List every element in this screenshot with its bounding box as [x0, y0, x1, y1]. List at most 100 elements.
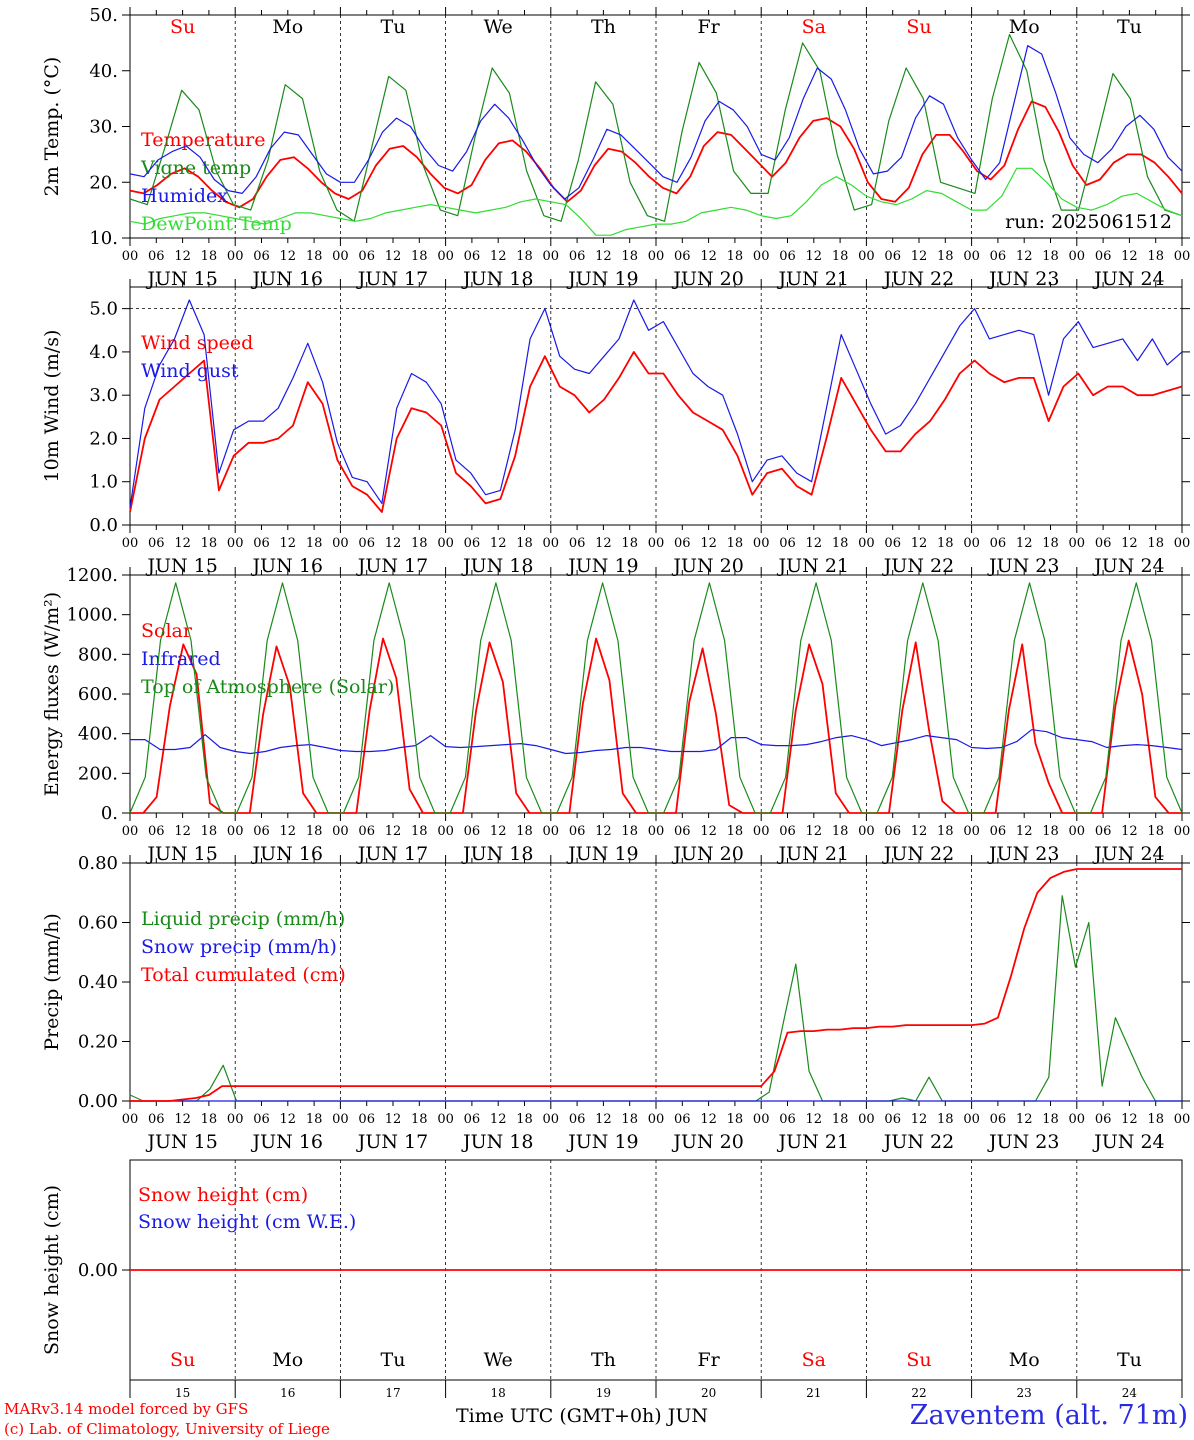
hour-tick-label: 00: [858, 536, 875, 551]
date-label: JUN 24: [1092, 1131, 1164, 1153]
date-label: JUN 17: [356, 555, 428, 577]
hour-tick-label: 00: [543, 249, 560, 264]
weekday-label: Sa: [802, 16, 826, 38]
hour-tick-label: 06: [253, 1112, 270, 1127]
hour-tick-label: 12: [490, 536, 507, 551]
hour-tick-label: 06: [674, 536, 691, 551]
legend-entry: Top of Atmosphere (Solar): [141, 676, 394, 698]
hour-tick-label: 06: [358, 249, 375, 264]
hour-tick-label: 06: [990, 249, 1007, 264]
hour-tick-label: 00: [543, 536, 560, 551]
hour-tick-label: 18: [621, 1112, 638, 1127]
legend-entry: Snow height (cm W.E.): [138, 1211, 356, 1233]
weekday-label: Th: [591, 1349, 616, 1371]
date-label: JUN 18: [461, 1131, 533, 1153]
hour-tick-label: 06: [253, 249, 270, 264]
hour-tick-label: 18: [1147, 249, 1164, 264]
date-label: JUN 24: [1092, 268, 1164, 290]
hour-tick-label: 12: [280, 536, 297, 551]
date-label: JUN 23: [987, 1131, 1059, 1153]
hour-tick-label: 00: [963, 824, 980, 839]
day-number-label: 18: [491, 1386, 506, 1400]
hour-tick-label: 12: [385, 824, 402, 839]
hour-tick-label: 12: [1121, 824, 1138, 839]
hour-tick-label: 00: [332, 249, 349, 264]
hour-tick-label: 00: [858, 249, 875, 264]
date-label: JUN 22: [882, 1131, 954, 1153]
series-line: [129, 350, 1183, 513]
hour-tick-label: 18: [937, 824, 954, 839]
date-label: JUN 15: [145, 843, 217, 865]
date-label: JUN 22: [882, 843, 954, 865]
y-tick-label: 0.40: [78, 972, 118, 993]
date-label: JUN 19: [566, 843, 638, 865]
date-label: JUN 15: [145, 555, 217, 577]
y-tick-label: 400.: [78, 724, 118, 745]
day-number-label: 23: [1017, 1386, 1032, 1400]
date-label: JUN 18: [461, 843, 533, 865]
hour-tick-label: 06: [779, 824, 796, 839]
hour-tick-label: 18: [727, 249, 744, 264]
y-tick-label: 0.80: [78, 853, 118, 874]
weekday-label: Mo: [1009, 1349, 1040, 1371]
y-tick-label: 4.0: [89, 342, 118, 363]
hour-tick-label: 12: [490, 1112, 507, 1127]
hour-tick-label: 00: [1069, 1112, 1086, 1127]
hour-tick-label: 18: [516, 249, 533, 264]
date-label: JUN 24: [1092, 843, 1164, 865]
hour-tick-label: 18: [306, 536, 323, 551]
legend-entry: DewPoint Temp: [141, 213, 292, 235]
legend-entry: Liquid precip (mm/h): [141, 908, 345, 930]
date-label: JUN 20: [671, 1131, 743, 1153]
legend-entry: Wind speed: [141, 332, 253, 354]
hour-tick-label: 06: [358, 1112, 375, 1127]
hour-tick-label: 06: [779, 249, 796, 264]
hour-tick-label: 18: [1042, 536, 1059, 551]
hour-tick-label: 00: [227, 824, 244, 839]
hour-tick-label: 00: [227, 536, 244, 551]
y-tick-label: 200.: [78, 763, 118, 784]
hour-tick-label: 12: [806, 249, 823, 264]
day-number-label: 17: [385, 1386, 400, 1400]
date-label: JUN 22: [882, 268, 954, 290]
date-label: JUN 24: [1092, 555, 1164, 577]
station-name: Zaventem (alt. 71m): [909, 1400, 1188, 1431]
y-axis-label: Snow height (cm): [41, 1185, 63, 1355]
hour-tick-label: 00: [437, 536, 454, 551]
hour-tick-label: 18: [1147, 1112, 1164, 1127]
y-tick-label: 5.0: [89, 299, 118, 320]
weekday-label: Mo: [272, 1349, 303, 1371]
legend-entry: Wind gust: [141, 360, 239, 382]
weekday-label: Su: [170, 16, 195, 38]
y-tick-label: 40.: [89, 61, 118, 82]
y-tick-label: 0.00: [78, 1260, 118, 1281]
day-number-label: 24: [1122, 1386, 1138, 1400]
hour-tick-label: 00: [543, 1112, 560, 1127]
date-label: JUN 19: [566, 555, 638, 577]
legend-entry: Vigne temp: [140, 157, 251, 179]
date-label: JUN 16: [251, 843, 323, 865]
hour-tick-label: 06: [674, 1112, 691, 1127]
x-axis-title-text: Time UTC (GMT+0h): [456, 1405, 662, 1427]
hour-tick-label: 06: [253, 824, 270, 839]
hour-tick-label: 18: [411, 249, 428, 264]
legend-entry: Snow height (cm): [138, 1184, 308, 1206]
hour-tick-label: 00: [963, 536, 980, 551]
date-label: JUN 15: [145, 268, 217, 290]
lab-credit: (c) Lab. of Climatology, University of L…: [4, 1420, 330, 1438]
hour-tick-label: 12: [174, 249, 191, 264]
hour-tick-label: 00: [858, 1112, 875, 1127]
weekday-label: We: [484, 16, 513, 38]
hour-tick-label: 12: [595, 824, 612, 839]
y-tick-label: 50.: [89, 5, 118, 26]
hour-tick-label: 18: [832, 1112, 849, 1127]
hour-tick-label: 00: [1174, 824, 1191, 839]
series-line: [129, 45, 1183, 200]
date-label: JUN 19: [566, 268, 638, 290]
hour-tick-label: 12: [1016, 1112, 1033, 1127]
hour-tick-label: 12: [1016, 536, 1033, 551]
hour-tick-label: 12: [280, 1112, 297, 1127]
date-label: JUN 20: [671, 268, 743, 290]
hour-tick-label: 00: [753, 249, 770, 264]
hour-tick-label: 12: [1016, 824, 1033, 839]
